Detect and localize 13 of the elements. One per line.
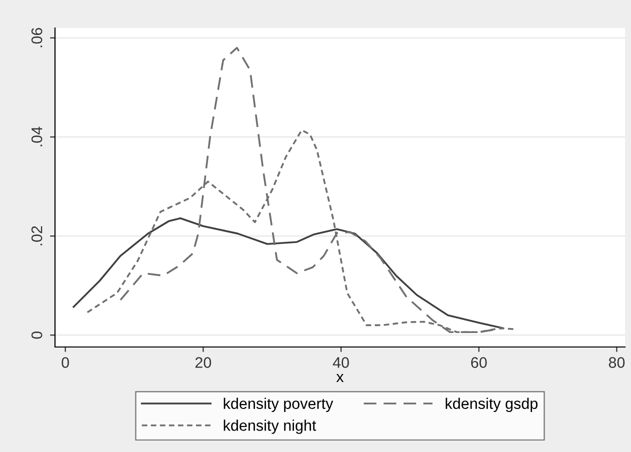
x-tick-label: 40 [332,357,349,368]
y-tick-label: .02 [31,226,42,246]
y-tick-label: .06 [31,28,42,48]
x-tick-label: 80 [608,357,625,368]
x-tick-label: 60 [471,357,487,368]
y-tick-label: 0 [31,331,42,339]
legend-label: kdensity gsdp [446,398,538,412]
x-axis-title: x [336,374,344,382]
legend-label: kdensity poverty [224,398,334,412]
y-tick-label: .04 [31,126,42,146]
legend-label: kdensity night [224,420,316,434]
x-tick-label: 0 [62,357,69,368]
x-tick-label: 20 [195,357,212,368]
